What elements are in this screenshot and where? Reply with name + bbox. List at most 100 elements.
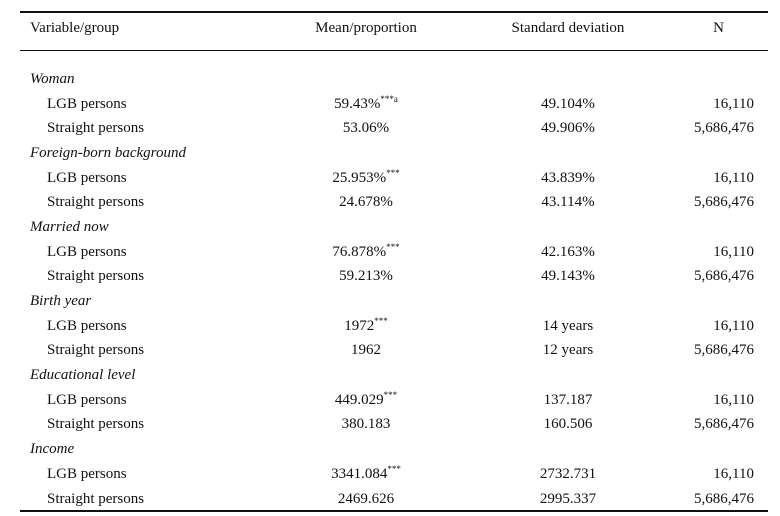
group-row: Income [20,437,768,462]
sd-cell-text: 160.506 [543,416,593,433]
empty-cell [475,141,661,166]
group-label-text: Birth year [30,293,92,310]
mean-cell-text: 53.06% [342,120,390,137]
empty-cell [475,363,661,388]
mean-cell-text: 59.213% [339,268,393,285]
group-label: Income [20,437,257,462]
sd-cell-text: 49.143% [541,268,595,285]
table-row: Straight persons 2469.626 2995.337 5,686,47… [20,487,768,512]
mean-cell-text: 449.029 [334,391,384,408]
row-label: Straight persons [20,413,257,438]
row-label-text: LGB persons [47,243,127,260]
mean-cell-text: 1972 [344,317,375,334]
mean-cell: 76.878%*** [257,240,475,265]
group-row: Woman [20,67,768,92]
n-cell-text: 16,110 [713,391,754,408]
table-row: LGB persons 449.029*** 137.187 16,110 [20,388,768,413]
mean-cell: 59.213% [257,265,475,290]
row-label-text: Straight persons [47,268,145,285]
n-cell: 5,686,476 [661,487,768,512]
mean-cell: 25.953%*** [257,166,475,191]
group-row: Educational level [20,363,768,388]
table-row: LGB persons 3341.084*** 2732.731 16,110 [20,462,768,487]
descriptive-statistics-table: Variable/group Mean/proportion Standard … [20,0,768,511]
row-label: Straight persons [20,265,257,290]
empty-cell [257,289,475,314]
sd-cell: 49.104% [475,92,661,117]
column-header: Standard deviation [511,20,625,36]
sd-cell-text: 2995.337 [539,490,597,507]
significance-marker: *** [386,241,400,252]
empty-cell [257,363,475,388]
mean-cell-text: 76.878% [332,243,387,260]
row-label-text: LGB persons [47,317,127,334]
group-label-text: Woman [30,70,75,87]
sd-cell-text: 14 years [542,317,594,334]
mean-cell-text: 3341.084 [331,465,388,482]
mean-cell-text: 1962 [351,342,381,359]
group-label: Foreign-born background [20,141,257,166]
n-cell: 5,686,476 [661,413,768,438]
significance-marker: ***a [380,93,398,104]
sd-cell: 2732.731 [475,462,661,487]
table-row: LGB persons 76.878%*** 42.163% 16,110 [20,240,768,265]
n-cell-text: 5,686,476 [694,416,754,433]
column-header: Mean/proportion [315,20,417,36]
n-cell: 5,686,476 [661,339,768,364]
group-label: Birth year [20,289,257,314]
row-label: LGB persons [20,166,257,191]
group-label-text: Married now [30,218,109,235]
empty-cell [661,289,768,314]
n-cell: 16,110 [661,240,768,265]
header-rule [20,50,768,52]
n-cell: 5,686,476 [661,116,768,141]
row-label-text: Straight persons [47,194,145,211]
mean-cell: 59.43%***a [257,92,475,117]
mean-cell: 449.029*** [257,388,475,413]
empty-cell [257,215,475,240]
column-header: N [713,20,724,36]
mean-cell-text: 25.953% [332,169,387,186]
mean-cell-text: 24.678% [339,194,393,211]
sd-cell-text: 12 years [542,342,594,359]
group-label-text: Income [30,441,75,458]
table-row: Straight persons 24.678% 43.114% 5,686,476 [20,190,768,215]
mean-cell: 24.678% [257,190,475,215]
mean-cell-text: 380.183 [341,416,391,433]
empty-cell [661,141,768,166]
n-cell-text: 5,686,476 [694,268,754,285]
sd-cell: 12 years [475,339,661,364]
sd-cell-text: 137.187 [543,391,593,408]
group-label: Married now [20,215,257,240]
n-cell-text: 5,686,476 [694,342,754,359]
table-header: Variable/group Mean/proportion Standard … [20,0,768,57]
empty-cell [475,289,661,314]
bottom-rule [20,510,768,512]
n-cell: 5,686,476 [661,265,768,290]
sd-cell: 43.839% [475,166,661,191]
significance-marker: *** [374,315,388,326]
table-row: LGB persons 59.43%***a 49.104% 16,110 [20,92,768,117]
row-label: LGB persons [20,314,257,339]
row-label-text: Straight persons [47,342,145,359]
sd-cell-text: 2732.731 [539,465,597,482]
mean-cell: 2469.626 [257,487,475,512]
n-cell-text: 5,686,476 [694,194,754,211]
sd-cell: 43.114% [475,190,661,215]
row-label: Straight persons [20,339,257,364]
top-rule [20,11,768,13]
table-row: Straight persons 53.06% 49.906% 5,686,476 [20,116,768,141]
sd-cell-text: 43.114% [541,194,595,211]
column-header: Variable/group [30,20,120,36]
n-cell: 5,686,476 [661,190,768,215]
n-cell-text: 5,686,476 [694,120,754,137]
group-row: Married now [20,215,768,240]
n-cell: 16,110 [661,166,768,191]
group-row: Foreign-born background [20,141,768,166]
sd-cell: 14 years [475,314,661,339]
row-label-text: Straight persons [47,120,145,137]
n-cell-text: 16,110 [713,169,754,186]
n-cell-text: 16,110 [713,95,754,112]
n-cell-text: 5,686,476 [694,490,754,507]
mean-cell: 53.06% [257,116,475,141]
